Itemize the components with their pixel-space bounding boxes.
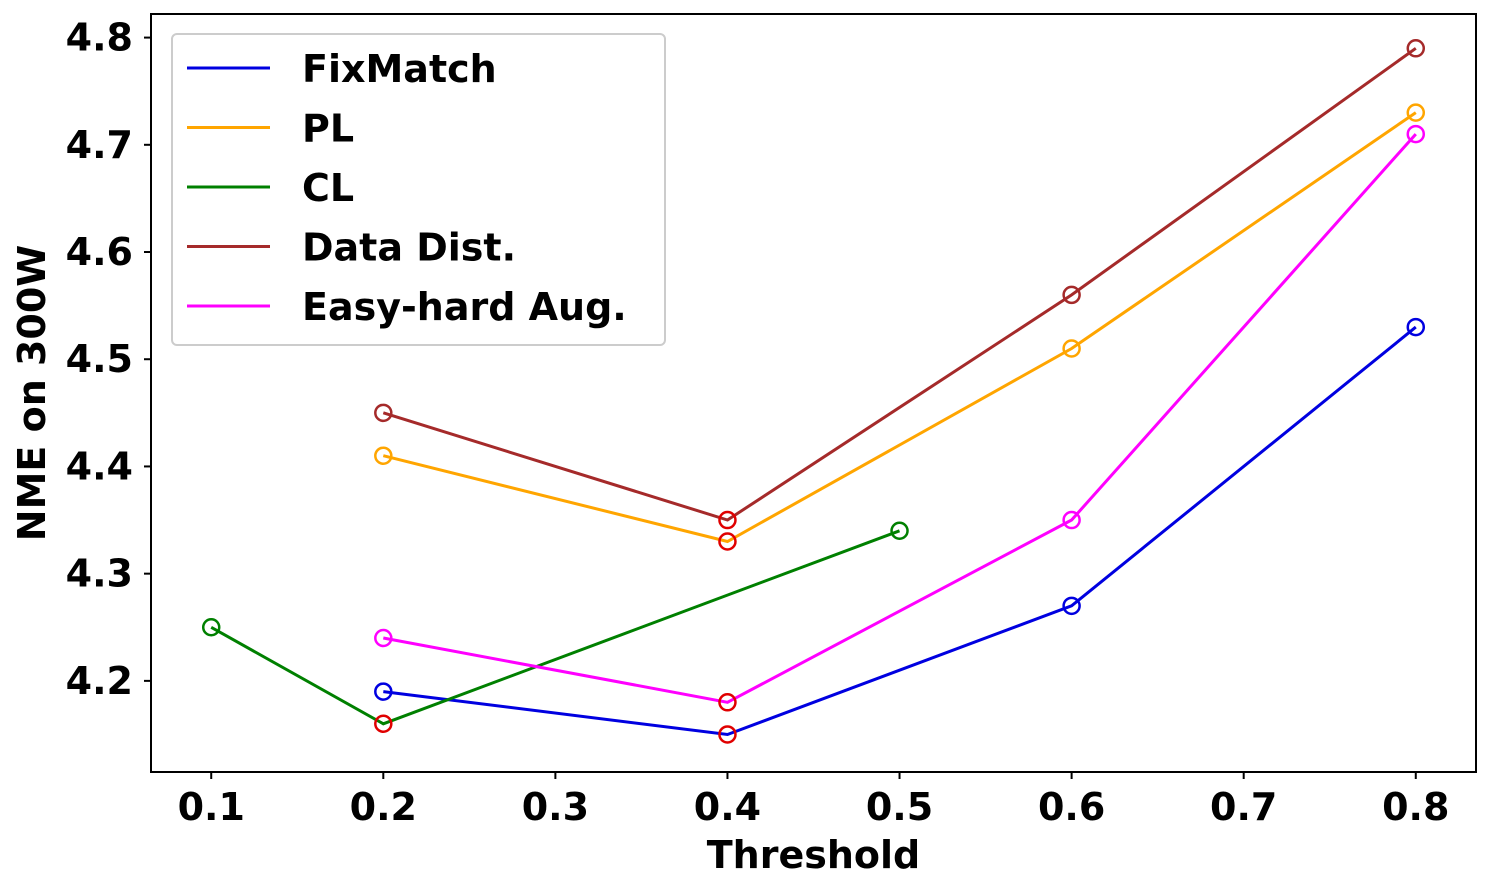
plot-frame: [150, 13, 1477, 773]
data-point: [374, 403, 393, 423]
legend-entry-label: Data Dist.: [302, 226, 516, 270]
data-point: [718, 532, 737, 551]
data-point: [1062, 596, 1081, 616]
data-point: [1062, 339, 1081, 358]
data-point: [374, 682, 393, 701]
data-point: [1406, 317, 1426, 337]
x-axis-label: Threshold: [707, 833, 921, 877]
series-line: [382, 111, 1417, 544]
data-point: [1406, 39, 1426, 58]
series-line: [210, 529, 901, 726]
data-point: [1062, 285, 1081, 305]
data-point: [890, 521, 909, 541]
series-layer: [201, 39, 1426, 744]
y-tick-label: 4.8: [66, 16, 133, 60]
legend: FixMatch PL CL Data Dist. Easy-hard Aug.: [171, 33, 666, 346]
x-tick-label: 0.4: [694, 785, 761, 829]
y-tick-label: 4.2: [66, 659, 133, 703]
x-axis-ticks: 0.1 0.2 0.3 0.4 0.5 0.6 0.7 0.8: [178, 772, 1449, 829]
data-point: [1062, 510, 1081, 530]
y-tick-label: 4.4: [66, 444, 133, 488]
series-line: [383, 133, 1417, 704]
x-tick-label: 0.3: [522, 785, 589, 829]
data-point: [201, 618, 221, 637]
legend-entry-label: FixMatch: [302, 47, 497, 91]
y-tick-label: 4.3: [66, 552, 133, 596]
data-point: [374, 446, 393, 465]
series-line: [383, 325, 1417, 737]
legend-entry-label: CL: [302, 166, 354, 210]
y-tick-label: 4.5: [66, 337, 133, 381]
y-tick-label: 4.7: [66, 123, 133, 167]
x-tick-label: 0.2: [350, 785, 417, 829]
y-axis-label: NME on 300W: [10, 245, 54, 541]
x-tick-label: 0.5: [866, 785, 933, 829]
x-tick-label: 0.7: [1210, 785, 1277, 829]
data-point: [718, 725, 737, 744]
x-tick-label: 0.1: [178, 785, 245, 829]
data-point: [1406, 103, 1426, 122]
legend-box: [171, 33, 666, 346]
data-point: [1406, 124, 1426, 144]
y-tick-label: 4.6: [66, 230, 133, 274]
data-point: [374, 628, 393, 648]
data-point: [374, 714, 393, 734]
data-point: [718, 693, 737, 712]
y-axis-ticks: 4.2 4.3 4.4 4.5 4.6 4.7 4.8: [66, 16, 151, 703]
data-point: [718, 510, 737, 530]
x-tick-label: 0.6: [1038, 785, 1105, 829]
legend-entry-label: Easy-hard Aug.: [302, 285, 627, 329]
series-line: [382, 47, 1417, 522]
x-tick-label: 0.8: [1382, 785, 1449, 829]
legend-entry-label: PL: [302, 107, 354, 151]
